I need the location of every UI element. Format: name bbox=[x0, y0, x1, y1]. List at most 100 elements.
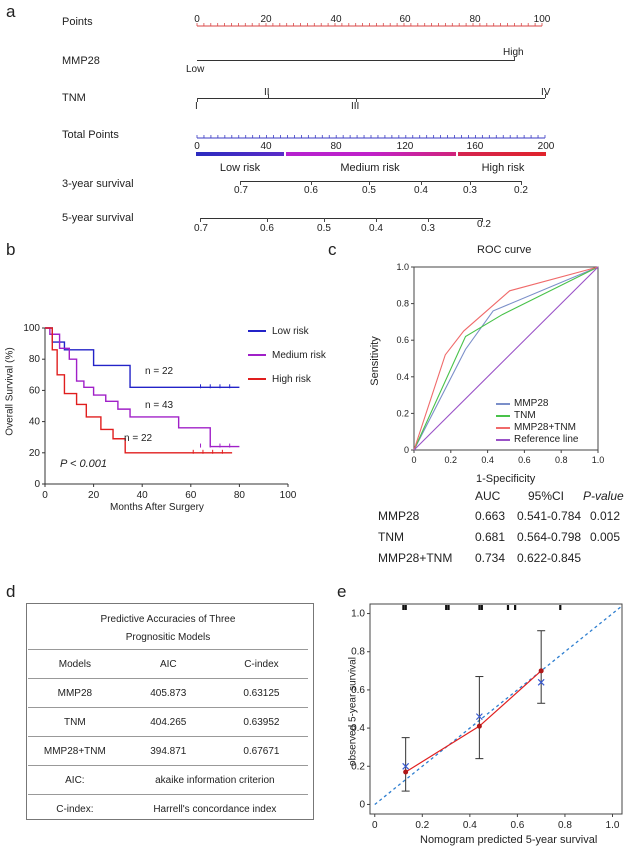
calibration-x-tick-label: 0.8 bbox=[558, 820, 572, 830]
accuracy-header-aic: AIC bbox=[121, 649, 215, 679]
roc-plot-frame bbox=[413, 266, 599, 451]
calibration-rug-mark bbox=[447, 605, 450, 610]
roc-y-tick-label: 0 bbox=[404, 445, 409, 455]
accuracy-table-title: Predictive Accuracies of Three Prognosit… bbox=[28, 609, 308, 650]
roc-curve-mmp28 bbox=[413, 266, 599, 451]
km-x-tick-label: 0 bbox=[42, 490, 48, 501]
auc-row-combined-auc: 0.734 bbox=[475, 551, 506, 565]
table-row: TNM 404.265 0.63952 bbox=[28, 707, 308, 737]
km-curve-low-risk bbox=[45, 327, 240, 388]
panel-label-b: b bbox=[6, 240, 16, 259]
mmp28-axis bbox=[197, 60, 514, 61]
accuracy-table: Predictive Accuracies of Three Prognosit… bbox=[28, 609, 308, 823]
calibration-y-tick-label: 0 bbox=[359, 799, 365, 810]
surv5-tick-0-3 bbox=[428, 218, 429, 222]
km-curve-medium-risk bbox=[45, 327, 240, 448]
roc-legend-combined-swatch bbox=[496, 427, 510, 429]
tnm-tick-iii bbox=[356, 98, 357, 102]
surv5-tick-0-5 bbox=[324, 218, 325, 222]
accuracy-aic: 405.873 bbox=[121, 678, 215, 708]
total-tick-160: 160 bbox=[466, 141, 484, 152]
km-n-low: n = 22 bbox=[145, 366, 174, 377]
mmp28-high-label: High bbox=[503, 47, 524, 58]
roc-title: ROC curve bbox=[477, 244, 532, 256]
surv3-label-0-3: 0.3 bbox=[463, 185, 477, 196]
surv5-label-0-3: 0.3 bbox=[421, 223, 435, 234]
km-y-tick-label: 80 bbox=[29, 354, 41, 365]
km-x-tick-label: 100 bbox=[280, 490, 297, 501]
auc-row-mmp28-ci: 0.541-0.784 bbox=[517, 509, 582, 523]
total-tick-80: 80 bbox=[330, 141, 342, 152]
auc-row-tnm-auc: 0.681 bbox=[475, 530, 506, 544]
km-ylabel-html: Overall Survival (%) bbox=[4, 347, 16, 436]
roc-curve-tnm bbox=[413, 266, 599, 451]
surv3-axis bbox=[240, 181, 522, 182]
row-label-points: Points bbox=[62, 16, 93, 28]
km-y-tick-label: 40 bbox=[29, 417, 41, 428]
calibration-observed-point bbox=[403, 769, 409, 775]
calibration-rug-mark bbox=[514, 605, 517, 610]
mmp28-high-tick bbox=[514, 57, 515, 61]
calibration-rug-mark bbox=[480, 605, 483, 610]
roc-legend-tnm-label: TNM bbox=[514, 410, 536, 421]
tnm-iv-label: IV bbox=[541, 87, 551, 98]
km-axes: 0 20 40 60 80 100 0 20 40 60 80 100 bbox=[23, 323, 296, 501]
row-label-5-year-survival: 5-year survival bbox=[62, 212, 134, 224]
surv5-label-0-2: 0.2 bbox=[477, 219, 491, 230]
roc-legend-combined-label: MMP28+TNM bbox=[514, 422, 576, 433]
auc-row-combined-ci: 0.622-0.845 bbox=[517, 551, 582, 565]
roc-y-tick-label: 0.8 bbox=[396, 299, 409, 309]
calibration-ideal-line bbox=[374, 605, 623, 805]
calibration-rug-mark bbox=[402, 605, 405, 610]
accuracy-cindex: 0.63125 bbox=[214, 678, 308, 708]
auc-row-mmp28-p: 0.012 bbox=[590, 509, 621, 523]
km-legend-medium-swatch bbox=[248, 354, 266, 356]
surv5-label-0-6: 0.6 bbox=[260, 223, 274, 234]
roc-legend: MMP28 TNM MMP28+TNM Reference line bbox=[496, 398, 578, 446]
calibration-chart: 0 0.2 0.4 0.6 0.8 1.0 0 0.2 0.4 0.6 0.8 1.0 bbox=[351, 603, 623, 830]
risk-bar-medium bbox=[286, 152, 456, 156]
calibration-rug-mark bbox=[478, 605, 481, 610]
accuracy-note-key: AIC: bbox=[28, 765, 122, 795]
calibration-y-tick-label: 0.6 bbox=[351, 685, 365, 696]
roc-x-tick-label: 0.4 bbox=[481, 455, 494, 465]
panel-label-a: a bbox=[6, 2, 16, 21]
roc-chart: 00 0.2 0.2 0.4 0.4 0.6 0.6 0.8 0.8 1.0 1.0 bbox=[396, 262, 605, 465]
points-minor-ticks bbox=[196, 23, 543, 26]
points-tick-80: 80 bbox=[469, 14, 481, 25]
mmp28-low-label: Low bbox=[186, 64, 205, 75]
calibration-observed-point bbox=[538, 668, 544, 674]
calibration-rug-mark bbox=[506, 605, 510, 610]
km-legend-high-label: High risk bbox=[272, 373, 311, 385]
roc-curves bbox=[413, 266, 599, 451]
row-label-mmp28: MMP28 bbox=[62, 55, 100, 67]
auc-row-mmp28-name: MMP28 bbox=[378, 509, 420, 523]
roc-curve-mmp28-tnm bbox=[413, 266, 599, 451]
surv5-tick-0-4 bbox=[376, 218, 377, 222]
km-y-tick-label: 60 bbox=[29, 385, 41, 396]
surv5-tick-0-7 bbox=[200, 218, 201, 222]
calibration-corrected-point bbox=[475, 713, 483, 721]
row-label-tnm: TNM bbox=[62, 92, 86, 104]
calibration-y-tick-label: 0.8 bbox=[351, 647, 365, 658]
tnm-axis bbox=[197, 98, 545, 99]
risk-bar-high bbox=[458, 152, 546, 156]
calibration-corrected-point bbox=[402, 762, 410, 770]
km-n-medium: n = 43 bbox=[145, 400, 174, 411]
tnm-i-label: I bbox=[195, 101, 198, 112]
risk-label-high: High risk bbox=[481, 162, 525, 174]
roc-x-tick-label: 1.0 bbox=[592, 455, 605, 465]
km-x-tick-label: 80 bbox=[234, 490, 246, 501]
calibration-x-tick-label: 0.2 bbox=[415, 820, 429, 830]
accuracy-model: MMP28+TNM bbox=[28, 736, 122, 766]
km-x-tick-label: 40 bbox=[137, 490, 149, 501]
total-minor-ticks bbox=[196, 135, 546, 138]
surv3-label-0-5: 0.5 bbox=[362, 185, 376, 196]
roc-y-tick-label: 0.2 bbox=[396, 408, 409, 418]
km-legend: Low risk Medium risk High risk bbox=[248, 319, 326, 391]
surv3-tick-0-3 bbox=[470, 181, 471, 185]
surv3-tick-0-4 bbox=[421, 181, 422, 185]
calibration-corrected-point bbox=[537, 678, 545, 686]
roc-x-tick-label: 0 bbox=[411, 455, 416, 465]
roc-x-tick-label: 0.2 bbox=[445, 455, 458, 465]
